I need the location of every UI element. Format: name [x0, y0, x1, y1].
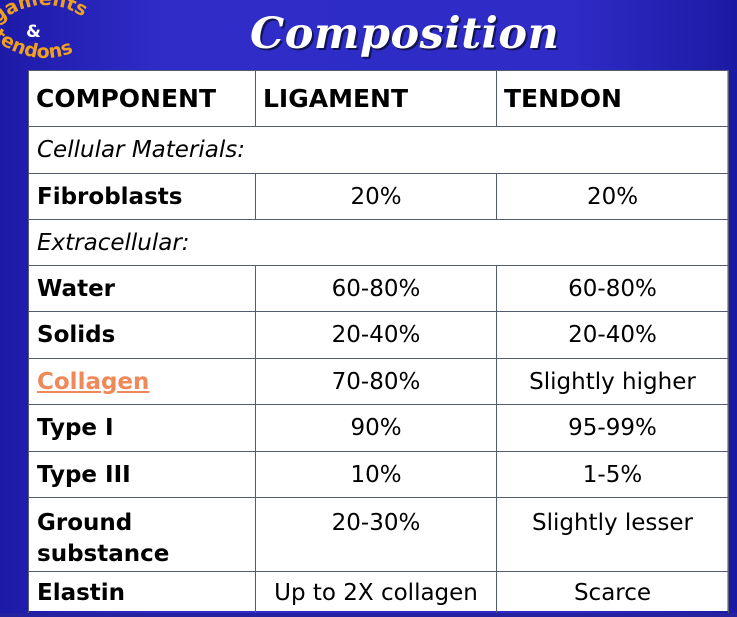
- tendon-value: 20-40%: [496, 311, 729, 359]
- table-row-section: Cellular Materials:: [28, 126, 729, 174]
- table-row: Ground substance 20-30% Slightly lesser: [28, 497, 729, 572]
- ligament-value: 70-80%: [255, 358, 497, 405]
- tendon-value: 95-99%: [496, 404, 729, 452]
- ligament-value: 20%: [255, 173, 497, 220]
- ligament-value: 60-80%: [255, 265, 497, 312]
- table-header-row: COMPONENT LIGAMENT TENDON: [28, 70, 729, 127]
- ligament-value: 20-30%: [255, 497, 497, 572]
- table-row: Collagen 70-80% Slightly higher: [28, 358, 729, 405]
- row-label: Type I: [28, 404, 256, 452]
- tendon-value: 60-80%: [496, 265, 729, 312]
- table-row: Water 60-80% 60-80%: [28, 265, 729, 312]
- table-row: Type III 10% 1-5%: [28, 451, 729, 498]
- ligament-value: 20-40%: [255, 311, 497, 359]
- logo: igaments & tendons: [0, 0, 110, 70]
- ligament-value: Up to 2X collagen: [255, 571, 497, 614]
- ligament-value: 10%: [255, 451, 497, 498]
- row-label: Type III: [28, 451, 256, 498]
- table-row: Fibroblasts 20% 20%: [28, 173, 729, 220]
- header-component: COMPONENT: [28, 70, 256, 127]
- row-label: Water: [28, 265, 256, 312]
- header-tendon: TENDON: [496, 70, 729, 127]
- table-row: Solids 20-40% 20-40%: [28, 311, 729, 359]
- table-row: Type I 90% 95-99%: [28, 404, 729, 452]
- row-label: Fibroblasts: [28, 173, 256, 220]
- row-label: Solids: [28, 311, 256, 359]
- collagen-link[interactable]: Collagen: [28, 358, 256, 405]
- section-label: Extracellular:: [28, 219, 729, 266]
- row-label: Elastin: [28, 571, 256, 614]
- page-title: Composition: [250, 9, 560, 59]
- table-row: Elastin Up to 2X collagen Scarce: [28, 571, 729, 614]
- bottom-strip: [0, 613, 737, 617]
- composition-table: COMPONENT LIGAMENT TENDON Cellular Mater…: [28, 70, 729, 614]
- tendon-value: 1-5%: [496, 451, 729, 498]
- tendon-value: Slightly higher: [496, 358, 729, 405]
- row-label: Ground substance: [28, 497, 256, 572]
- logo-arc-top: igaments: [0, 0, 91, 32]
- table-row-section: Extracellular:: [28, 219, 729, 266]
- composition-table-container: COMPONENT LIGAMENT TENDON Cellular Mater…: [28, 70, 729, 614]
- header-ligament: LIGAMENT: [255, 70, 497, 127]
- tendon-value: Scarce: [496, 571, 729, 614]
- tendon-value: 20%: [496, 173, 729, 220]
- tendon-value: Slightly lesser: [496, 497, 729, 572]
- logo-graphic: igaments & tendons: [0, 0, 91, 63]
- logo-ampersand: &: [26, 22, 41, 42]
- section-label: Cellular Materials:: [28, 126, 729, 174]
- ligament-value: 90%: [255, 404, 497, 452]
